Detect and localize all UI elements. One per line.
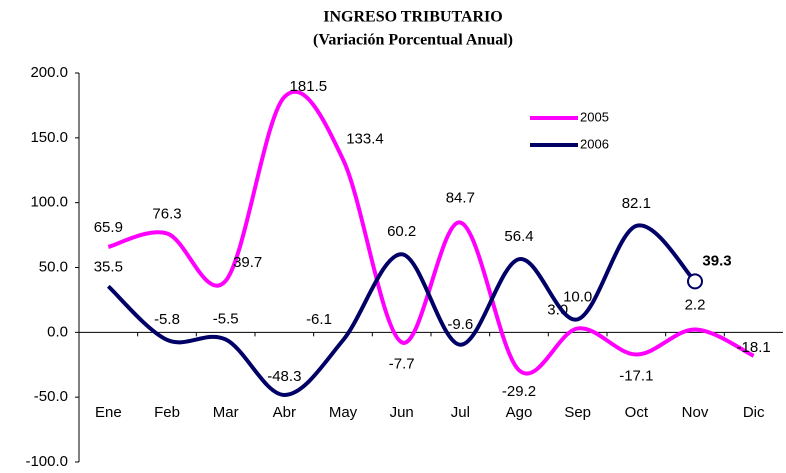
y-tick-label: -50.0 (34, 388, 68, 405)
data-label: -7.7 (389, 355, 415, 372)
data-label: 2.2 (685, 296, 706, 313)
y-tick-label: 100.0 (30, 194, 68, 211)
chart-title: INGRESO TRIBUTARIO (323, 9, 502, 26)
data-label: 60.2 (387, 223, 416, 240)
x-tick-label: Abr (273, 404, 296, 421)
x-tick-label: Sep (564, 404, 591, 421)
data-label: 39.3 (702, 252, 731, 269)
data-label: 133.4 (346, 130, 384, 147)
data-label: -9.6 (447, 316, 473, 333)
x-tick-label: Oct (625, 404, 649, 421)
x-tick-label: Feb (154, 404, 180, 421)
data-label: 56.4 (504, 228, 533, 245)
x-tick-label: Jun (390, 404, 414, 421)
data-label: -6.1 (306, 311, 332, 328)
x-tick-label: Nov (682, 404, 709, 421)
data-label: -29.2 (502, 383, 536, 400)
series-line (107, 89, 755, 376)
y-tick-label: 200.0 (30, 64, 68, 81)
x-tick-label: Jul (451, 404, 470, 421)
y-tick-label: 50.0 (39, 258, 68, 275)
x-tick-label: May (329, 404, 358, 421)
data-label: 10.0 (563, 288, 592, 305)
series-line (106, 223, 697, 397)
data-label: -18.1 (737, 339, 771, 356)
data-label: 39.7 (233, 254, 262, 271)
end-marker (687, 273, 703, 290)
data-label: 84.7 (446, 189, 475, 206)
data-label: 35.5 (94, 258, 123, 275)
data-label: -48.3 (267, 368, 301, 385)
data-label: 65.9 (94, 219, 123, 236)
data-label: -5.5 (213, 310, 239, 327)
x-tick-label: Ene (95, 404, 122, 421)
y-tick-label: 150.0 (30, 129, 68, 146)
data-label: -5.8 (154, 311, 180, 328)
data-label: 76.3 (152, 205, 181, 222)
y-tick-label: -100.0 (25, 453, 68, 468)
x-tick-label: Ago (506, 404, 533, 421)
data-label: -17.1 (619, 367, 653, 384)
data-label: 82.1 (622, 195, 651, 212)
legend-label: 2006 (580, 136, 609, 151)
x-tick-label: Mar (213, 404, 239, 421)
chart-subtitle: (Variación Porcentual Anual) (313, 32, 513, 49)
legend-label: 2005 (580, 109, 609, 124)
data-label: 181.5 (290, 78, 328, 95)
x-tick-label: Dic (743, 404, 765, 421)
y-tick-label: 0.0 (47, 323, 68, 340)
